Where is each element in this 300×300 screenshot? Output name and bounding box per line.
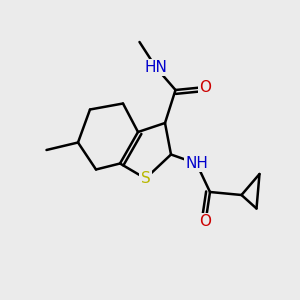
Text: O: O [200,80,211,94]
Text: O: O [200,214,211,230]
Text: HN: HN [145,60,167,75]
Text: S: S [141,171,150,186]
Text: NH: NH [185,156,208,171]
